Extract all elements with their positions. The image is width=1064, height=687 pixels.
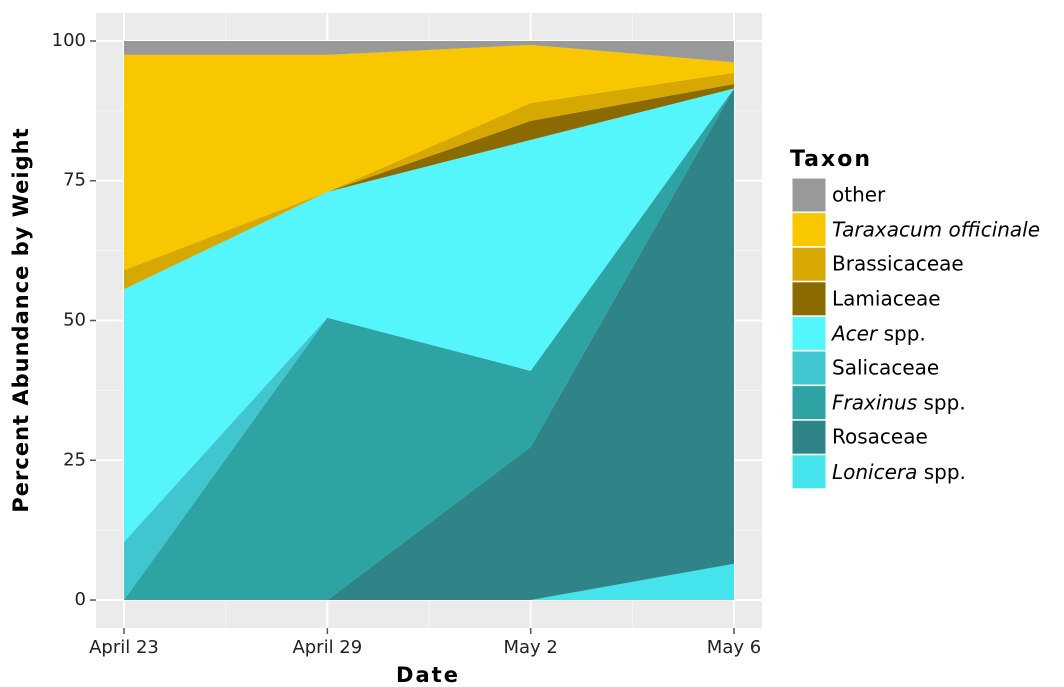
legend-key [791,177,827,213]
legend-key [791,281,827,317]
x-tick-label: April 23 [89,637,159,658]
legend-label: Rosaceae [832,425,928,449]
legend-label: Fraxinus spp. [832,390,966,414]
legend-title: Taxon [790,147,872,172]
legend-key [791,315,827,351]
area [124,88,734,601]
legend-label: Taraxacum officinale [832,217,1040,241]
legend-key [791,454,827,490]
area [124,88,734,601]
legend-label: Lonicera spp. [832,459,966,483]
legend-key [791,385,827,421]
y-axis-title: Percent Abundance by Weight [9,127,33,512]
area [124,44,734,271]
area [124,88,734,542]
y-tick-label: 25 [63,449,86,470]
area [124,72,734,290]
legend-label: Brassicaceae [832,252,964,276]
legend-key [791,419,827,455]
legend-label: Lamiaceae [832,286,941,310]
y-tick-label: 50 [63,310,86,331]
x-tick-label: May 6 [707,637,761,658]
legend-key [791,246,827,282]
legend-label: Salicaceae [832,356,939,380]
x-tick-label: May 2 [503,637,557,658]
area [124,40,734,63]
y-tick-label: 75 [63,170,86,191]
area [124,563,734,601]
legend-key [791,350,827,386]
x-axis-title: Date [396,663,460,687]
legend-key [791,212,827,248]
legend-label: Acer spp. [830,321,926,345]
x-tick-label: April 29 [292,637,362,658]
y-tick-label: 100 [52,30,86,51]
legend-label: other [832,183,886,207]
y-tick-label: 0 [75,589,86,610]
